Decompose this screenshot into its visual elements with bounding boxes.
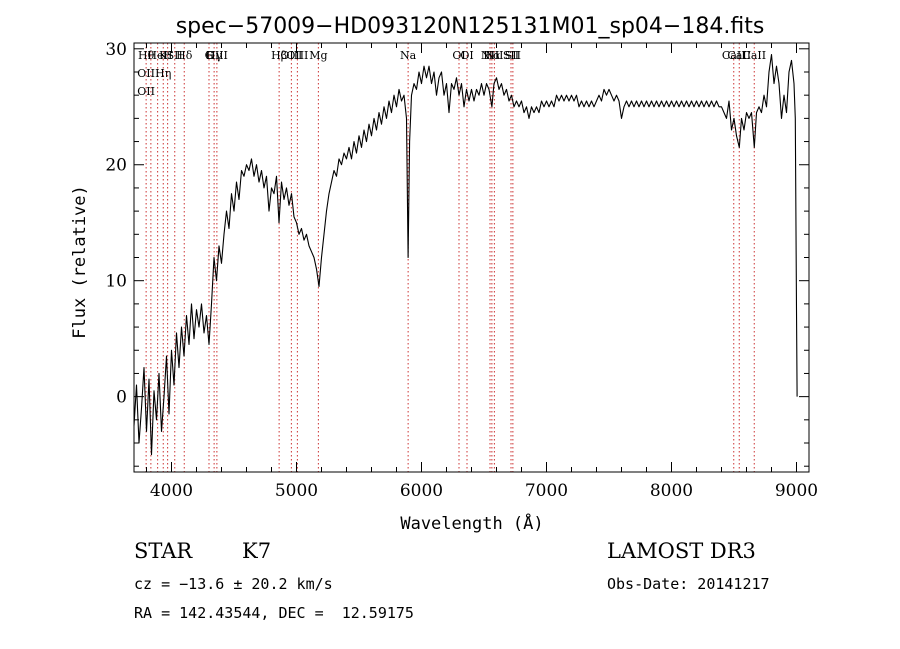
line-marker-label: Hθ	[138, 49, 155, 62]
y-tick-label: 20	[105, 156, 127, 176]
line-marker-label: Hβ	[271, 49, 287, 62]
x-tick-label: 5000	[275, 481, 318, 501]
spectrum-series-line	[133, 54, 798, 456]
x-axis-ticks: 4000 5000 6000 7000 8000 9000	[146, 43, 818, 501]
obs-date-text: Obs-Date: 20141217	[607, 575, 770, 593]
line-marker-label: SII	[505, 49, 521, 62]
line-marker-label: NII	[485, 49, 503, 62]
line-marker-label: OI	[452, 49, 465, 62]
line-marker-label: SII	[167, 49, 183, 62]
line-marker-label: Hη	[155, 67, 171, 80]
y-axis-ticks: 0 10 20 30	[105, 40, 809, 467]
line-marker-label: OIII	[206, 49, 228, 62]
line-marker-label: CaII	[742, 49, 766, 62]
line-marker-label: SII	[503, 49, 519, 62]
chart-title: spec−57009−HD093120N125131M01_sp04−184.f…	[176, 14, 765, 39]
line-marker-label: G	[205, 49, 214, 62]
line-marker-label: OI	[460, 49, 473, 62]
x-tick-label: 6000	[400, 481, 443, 501]
line-marker-label: OII	[137, 67, 155, 80]
object-subclass: K7	[242, 539, 272, 563]
coordinates-text: RA = 142.43544, DEC = 12.59175	[134, 604, 414, 622]
x-tick-label: 9000	[775, 481, 818, 501]
x-axis-label: Wavelength (Å)	[400, 512, 543, 534]
y-axis-label: Flux (relative)	[70, 185, 90, 339]
object-class: STAR	[134, 539, 193, 563]
line-markers	[145, 43, 755, 472]
line-marker-label: Mg	[309, 49, 327, 62]
line-marker-label: OIII	[286, 49, 308, 62]
line-marker-label: Hγ	[206, 49, 223, 62]
plot-frame	[133, 42, 810, 473]
line-marker-label: HeI	[147, 49, 167, 62]
line-marker-label: NII	[481, 49, 499, 62]
line-marker-label: Hδ	[176, 49, 193, 62]
line-marker-label: CaII	[722, 49, 746, 62]
x-tick-label: 8000	[650, 481, 693, 501]
y-tick-label: 10	[105, 272, 127, 292]
line-marker-label: Hα	[483, 49, 501, 62]
line-marker-label: K	[159, 49, 168, 62]
redshift-text: cz = −13.6 ± 20.2 km/s	[134, 575, 333, 593]
x-tick-label: 7000	[525, 481, 568, 501]
survey-name: LAMOST DR3	[607, 539, 756, 563]
line-marker-label: CaII	[727, 49, 751, 62]
x-tick-label: 4000	[150, 481, 193, 501]
line-marker-label: OII	[137, 85, 155, 98]
y-tick-label: 30	[105, 40, 127, 60]
line-marker-label: H	[163, 49, 173, 62]
line-marker-label: Na	[400, 49, 417, 62]
y-tick-label: 0	[116, 388, 127, 408]
